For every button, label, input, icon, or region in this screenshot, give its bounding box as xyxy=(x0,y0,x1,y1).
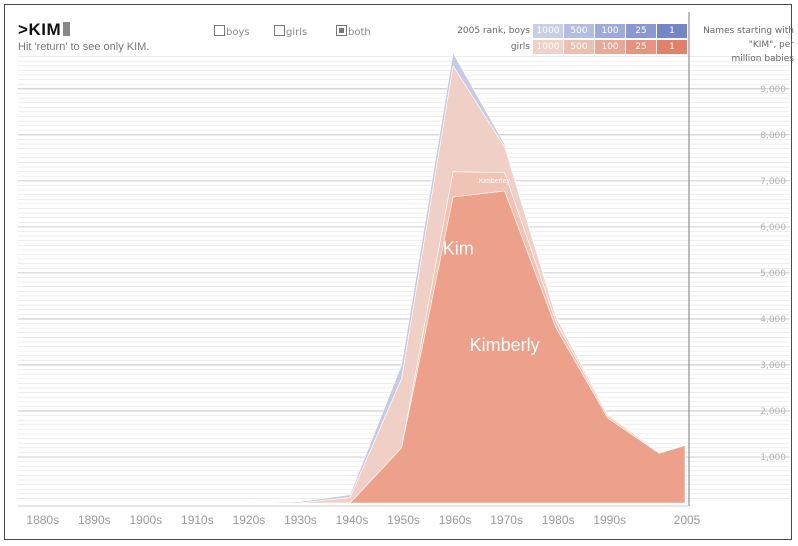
x-tick-label: 1980s xyxy=(542,513,575,527)
rank-girls-100[interactable]: 100 xyxy=(595,40,625,54)
rank-boys-500[interactable]: 500 xyxy=(564,24,594,38)
y-tick-label: 8,000 xyxy=(760,131,786,141)
y-tick-label: 4,000 xyxy=(760,315,786,325)
y-tick-label: 1,000 xyxy=(760,453,786,463)
rank-legend-girls: girls 1000 500 100 25 1 xyxy=(455,40,688,54)
series-label: Kimberly xyxy=(470,335,540,355)
x-tick-label: 1930s xyxy=(284,513,317,527)
rank-legend-girls-label: girls xyxy=(510,42,530,52)
series-label: Kimberley xyxy=(479,178,511,185)
y-tick-label: 3,000 xyxy=(760,361,786,371)
checkbox-icon xyxy=(214,25,225,36)
filter-boys-checkbox[interactable]: boys xyxy=(214,25,250,38)
checkbox-checked-icon xyxy=(336,25,347,36)
rank-boys-1000[interactable]: 1000 xyxy=(533,24,563,38)
x-tick-label: 2005 xyxy=(674,513,701,527)
rank-legend-boys-label: 2005 rank, boys xyxy=(457,26,530,36)
metric-note-line: "KIM", per xyxy=(748,40,794,50)
rank-boys-25[interactable]: 25 xyxy=(626,24,656,38)
metric-note-line: million babies xyxy=(731,54,794,64)
filter-girls-label: girls xyxy=(286,27,308,38)
metric-note: Names starting with "KIM", per million b… xyxy=(694,24,794,66)
x-tick-label: 1940s xyxy=(336,513,369,527)
prompt-glyph: > xyxy=(18,20,29,39)
rank-legend-boys: 2005 rank, boys 1000 500 100 25 1 xyxy=(455,24,688,38)
x-tick-label: 1920s xyxy=(233,513,266,527)
search-hint: Hit 'return' to see only KIM. xyxy=(18,41,150,53)
x-tick-label: 1970s xyxy=(490,513,523,527)
filter-girls-checkbox[interactable]: girls xyxy=(274,25,307,38)
rank-boys-1[interactable]: 1 xyxy=(657,24,687,38)
rank-girls-500[interactable]: 500 xyxy=(564,40,594,54)
y-tick-label: 6,000 xyxy=(760,223,786,233)
rank-boys-100[interactable]: 100 xyxy=(595,24,625,38)
series-label: Kim xyxy=(443,238,474,258)
y-tick-label: 5,000 xyxy=(760,269,786,279)
area-series-kimberly[interactable] xyxy=(40,190,686,504)
y-tick-label: 7,000 xyxy=(760,177,786,187)
x-tick-label: 1890s xyxy=(78,513,111,527)
x-tick-label: 1990s xyxy=(593,513,626,527)
metric-note-line: Names starting with xyxy=(703,26,794,36)
y-tick-label: 9,000 xyxy=(760,85,786,95)
filter-both-label: both xyxy=(348,27,371,38)
rank-girls-1[interactable]: 1 xyxy=(657,40,687,54)
x-tick-label: 1880s xyxy=(26,513,59,527)
y-tick-label: 2,000 xyxy=(760,407,786,417)
rank-girls-25[interactable]: 25 xyxy=(626,40,656,54)
query-text: KIM xyxy=(28,20,62,39)
checkbox-icon xyxy=(274,25,285,36)
x-tick-label: 1960s xyxy=(439,513,472,527)
x-tick-label: 1910s xyxy=(181,513,214,527)
area-series-boys[interactable] xyxy=(40,52,686,504)
filter-boys-label: boys xyxy=(226,27,250,38)
filter-both-checkbox[interactable]: both xyxy=(336,25,371,38)
text-cursor xyxy=(63,22,71,36)
rank-girls-1000[interactable]: 1000 xyxy=(533,40,563,54)
x-tick-label: 1950s xyxy=(387,513,420,527)
search-input[interactable]: >KIM xyxy=(18,20,71,40)
x-tick-label: 1900s xyxy=(129,513,162,527)
